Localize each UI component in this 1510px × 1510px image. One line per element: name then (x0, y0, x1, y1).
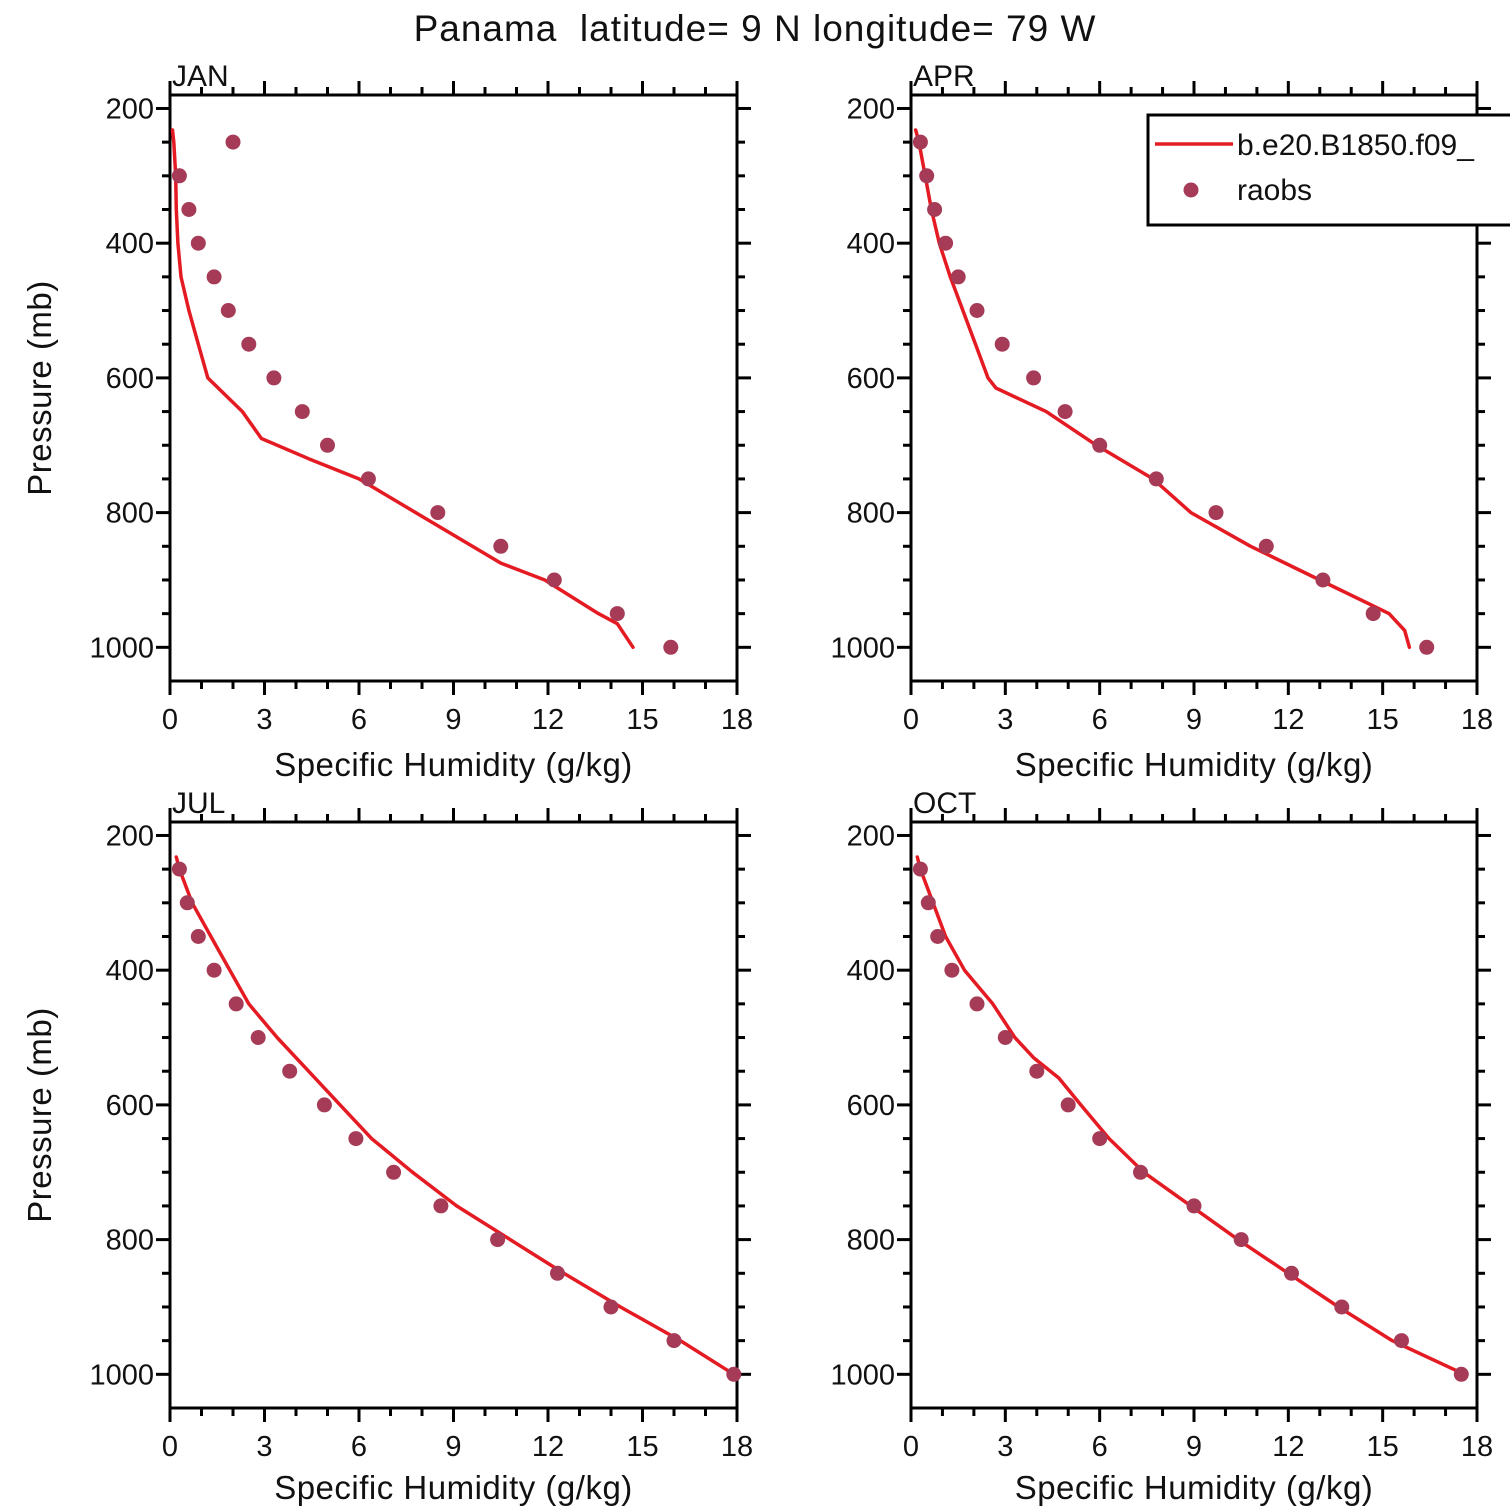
svg-text:6: 6 (1092, 1431, 1108, 1463)
x-axis-title-jul: Specific Humidity (g/kg) (274, 1469, 633, 1506)
panel-jan-chart: 0 3 6 9 12 15 18 200 400 600 800 1000 JAN (89, 60, 753, 736)
svg-text:3: 3 (256, 1431, 272, 1463)
svg-text:1000: 1000 (89, 632, 154, 664)
svg-text:0: 0 (903, 704, 919, 736)
svg-text:400: 400 (106, 228, 154, 260)
svg-text:600: 600 (106, 1090, 154, 1122)
plot-box (168, 93, 739, 683)
svg-text:12: 12 (532, 704, 564, 736)
x-axis-title-jan: Specific Humidity (g/kg) (274, 746, 633, 783)
svg-text:1000: 1000 (89, 1359, 154, 1391)
model-line (170, 128, 635, 650)
model-line (915, 855, 1467, 1377)
svg-text:15: 15 (626, 704, 658, 736)
legend-model-label: b.e20.B1850.f09_ (1237, 129, 1475, 162)
x-axis-title-apr: Specific Humidity (g/kg) (1014, 746, 1374, 783)
axis-ticks (897, 808, 1491, 1422)
panel-month-label: JAN (172, 60, 229, 93)
svg-text:1000: 1000 (830, 632, 895, 664)
svg-text:12: 12 (532, 1431, 564, 1463)
svg-text:15: 15 (1367, 1431, 1399, 1463)
svg-text:200: 200 (106, 93, 154, 125)
tick-labels: 0 3 6 9 12 15 18 200 400 600 800 1000 (89, 820, 753, 1463)
raobs-dots (912, 861, 1469, 1382)
axis-ticks (156, 808, 751, 1422)
svg-text:400: 400 (847, 228, 895, 260)
svg-text:12: 12 (1272, 1431, 1304, 1463)
panel-oct-chart: 0 3 6 9 12 15 18 200 400 600 800 1000 OCT (830, 787, 1493, 1463)
svg-text:18: 18 (721, 704, 753, 736)
svg-text:400: 400 (847, 955, 895, 987)
svg-text:200: 200 (847, 820, 895, 852)
svg-text:6: 6 (351, 704, 367, 736)
raobs-dots (912, 134, 1435, 655)
figure-title: Panama latitude= 9 N longitude= 79 W (413, 8, 1097, 49)
panel-month-label: APR (913, 60, 975, 93)
panel-jul-chart: 0 3 6 9 12 15 18 200 400 600 800 1000 JUL (89, 787, 753, 1463)
svg-text:200: 200 (106, 820, 154, 852)
panel-month-label: OCT (913, 787, 976, 820)
svg-text:800: 800 (106, 1225, 154, 1257)
y-axis-title-top-row: Pressure (mb) (21, 280, 58, 496)
svg-text:800: 800 (106, 498, 154, 530)
legend-box (1146, 113, 1510, 227)
plot-box (168, 820, 739, 1410)
svg-text:3: 3 (997, 1431, 1013, 1463)
svg-text:3: 3 (997, 704, 1013, 736)
svg-text:600: 600 (847, 363, 895, 395)
plot-box (909, 820, 1479, 1410)
svg-text:200: 200 (847, 93, 895, 125)
raobs-dots (171, 134, 679, 655)
svg-text:0: 0 (903, 1431, 919, 1463)
panel-apr-chart: 0 3 6 9 12 15 18 200 400 600 800 1000 APR b.e20.B1850… (830, 60, 1510, 736)
svg-text:800: 800 (847, 1225, 895, 1257)
svg-text:600: 600 (847, 1090, 895, 1122)
axis-ticks (156, 81, 751, 695)
tick-labels: 0 3 6 9 12 15 18 200 400 600 800 1000 (830, 820, 1493, 1463)
model-line (174, 855, 736, 1377)
y-axis-title-bottom-row: Pressure (mb) (21, 1007, 58, 1223)
svg-text:6: 6 (1092, 704, 1108, 736)
svg-text:9: 9 (445, 704, 461, 736)
svg-text:9: 9 (1186, 1431, 1202, 1463)
x-axis-title-oct: Specific Humidity (g/kg) (1014, 1469, 1374, 1506)
svg-text:6: 6 (351, 1431, 367, 1463)
svg-text:3: 3 (256, 704, 272, 736)
svg-text:800: 800 (847, 498, 895, 530)
svg-text:15: 15 (1367, 704, 1399, 736)
tick-labels: 0 3 6 9 12 15 18 200 400 600 800 1000 (830, 93, 1493, 736)
svg-text:18: 18 (1461, 1431, 1493, 1463)
svg-text:0: 0 (162, 704, 178, 736)
svg-text:18: 18 (1461, 704, 1493, 736)
svg-text:600: 600 (106, 363, 154, 395)
svg-text:1000: 1000 (830, 1359, 895, 1391)
legend: b.e20.B1850.f09_raobs (1146, 113, 1510, 227)
legend-raobs-label: raobs (1237, 174, 1312, 207)
svg-text:9: 9 (1186, 704, 1202, 736)
svg-text:18: 18 (721, 1431, 753, 1463)
svg-text:400: 400 (106, 955, 154, 987)
raobs-dots (171, 861, 742, 1382)
tick-labels: 0 3 6 9 12 15 18 200 400 600 800 1000 (89, 93, 753, 736)
svg-text:12: 12 (1272, 704, 1304, 736)
svg-text:9: 9 (445, 1431, 461, 1463)
svg-text:15: 15 (626, 1431, 658, 1463)
svg-text:0: 0 (162, 1431, 178, 1463)
legend-dot-sample (1183, 182, 1199, 198)
panel-month-label: JUL (172, 787, 225, 820)
